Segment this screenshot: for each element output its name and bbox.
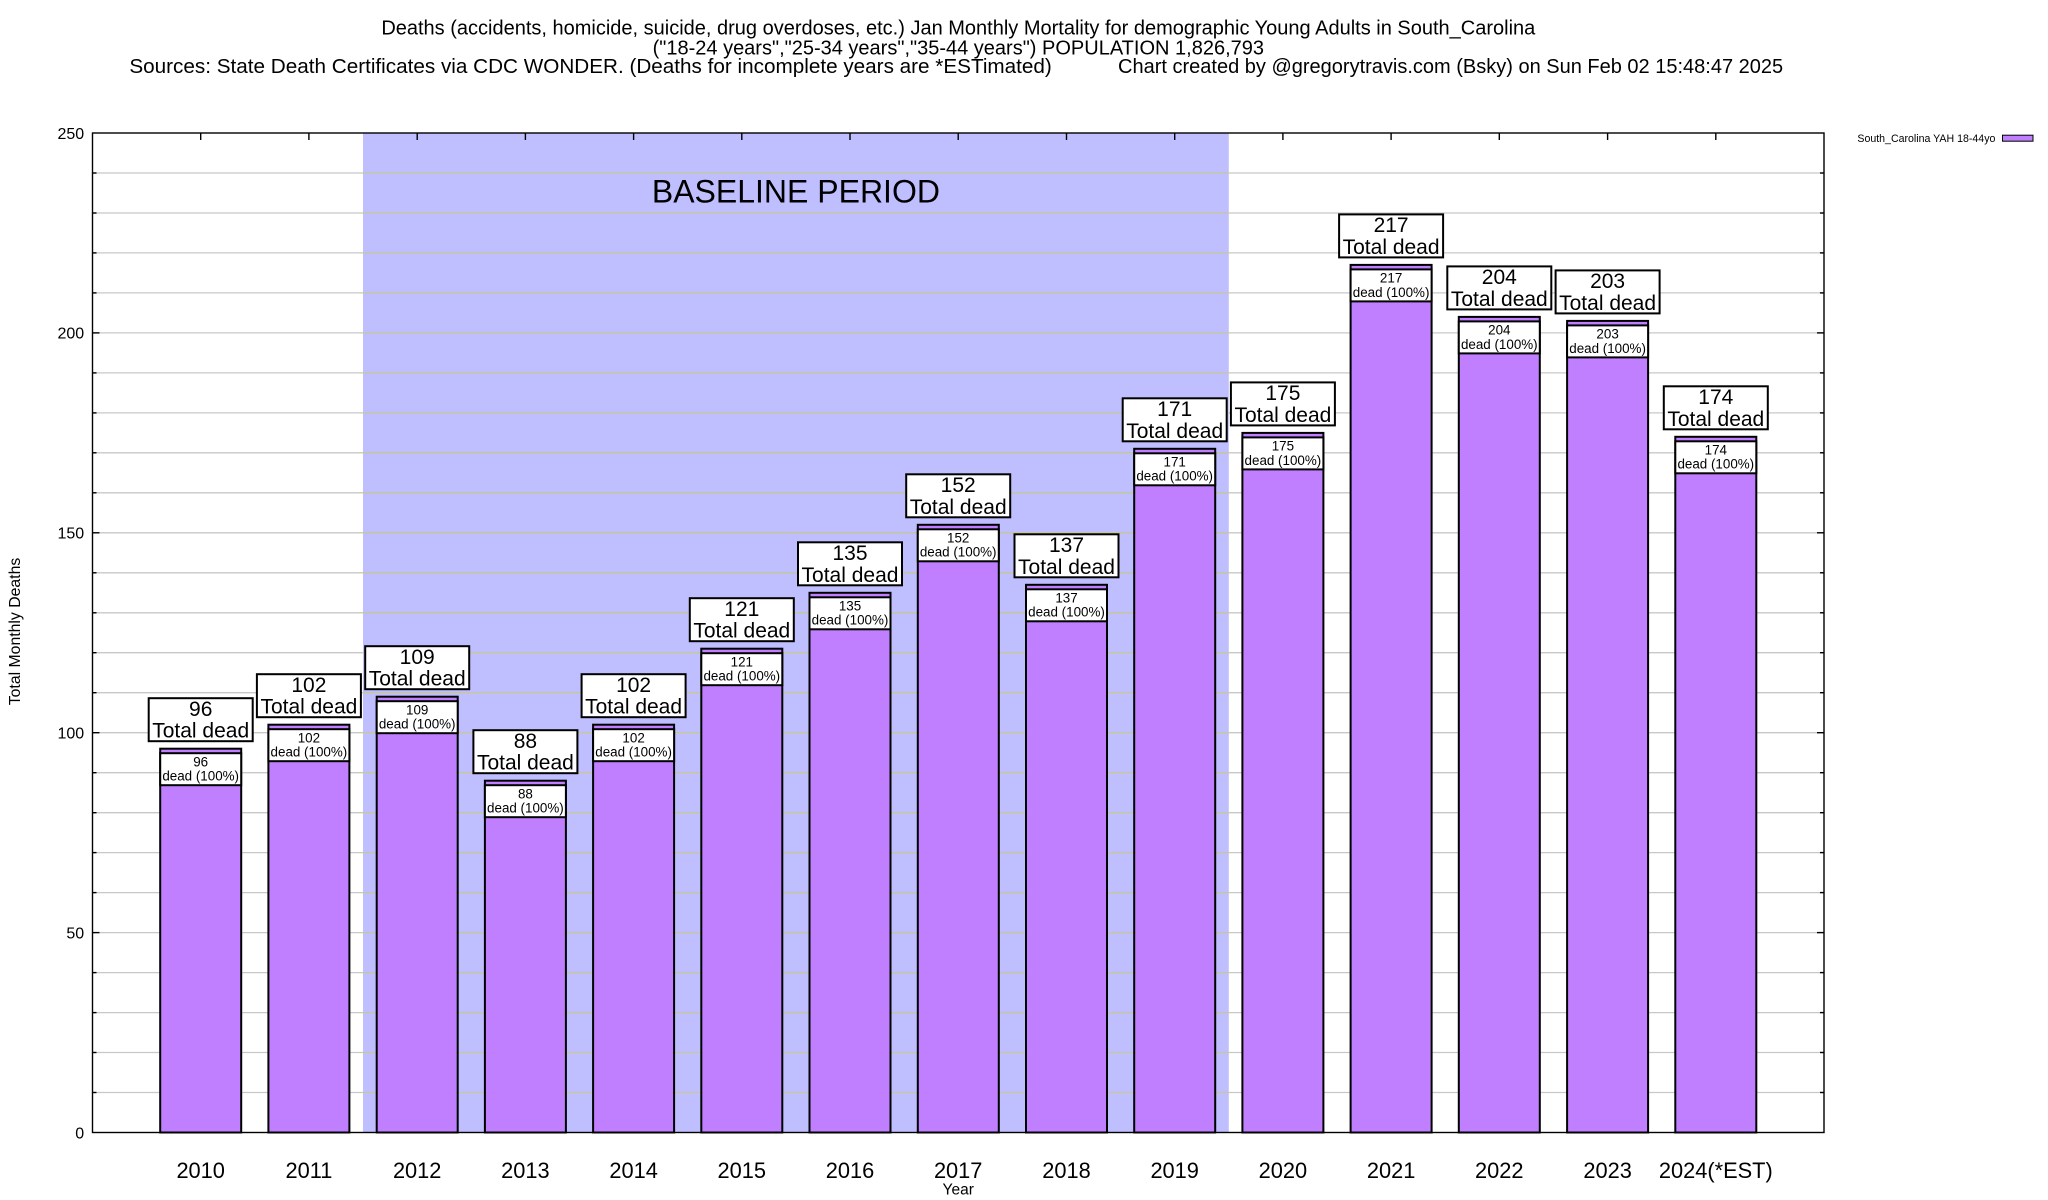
svg-text:("18-24 years","25-34 years",": ("18-24 years","25-34 years","35-44 year… [653,37,1264,59]
svg-text:150: 150 [57,526,84,543]
svg-text:2021: 2021 [1367,1158,1416,1183]
svg-text:203: 203 [1596,327,1618,342]
svg-text:102: 102 [291,674,326,697]
svg-text:2012: 2012 [393,1158,442,1183]
svg-text:Total dead: Total dead [1667,408,1764,431]
svg-text:dead (100%): dead (100%) [1677,457,1754,472]
svg-text:Total Monthly Deaths: Total Monthly Deaths [7,558,24,706]
svg-text:dead (100%): dead (100%) [271,745,348,760]
svg-text:Total dead: Total dead [693,620,790,643]
svg-text:88: 88 [514,730,537,753]
svg-text:2024(*EST): 2024(*EST) [1659,1158,1773,1183]
svg-text:Total dead: Total dead [585,696,682,719]
svg-text:203: 203 [1590,270,1625,293]
svg-text:dead (100%): dead (100%) [1461,337,1538,352]
svg-text:Chart created by @gregorytravi: Chart created by @gregorytravis.com (Bsk… [1118,56,1783,78]
svg-text:152: 152 [941,474,976,497]
svg-text:dead (100%): dead (100%) [1353,285,1430,300]
svg-text:0: 0 [75,1125,84,1142]
svg-text:2011: 2011 [285,1158,332,1183]
svg-text:137: 137 [1055,591,1077,606]
svg-text:109: 109 [400,646,435,669]
svg-text:Year: Year [943,1181,974,1198]
svg-text:2010: 2010 [176,1158,225,1183]
svg-text:217: 217 [1380,271,1402,286]
svg-text:2023: 2023 [1583,1158,1632,1183]
svg-text:102: 102 [298,731,320,746]
svg-text:dead (100%): dead (100%) [1028,605,1105,620]
svg-text:2016: 2016 [826,1158,875,1183]
svg-text:Sources: State Death Certifica: Sources: State Death Certificates via CD… [129,55,1051,78]
svg-text:175: 175 [1272,439,1294,454]
svg-text:dead (100%): dead (100%) [812,613,889,628]
svg-text:Total dead: Total dead [477,752,574,775]
svg-text:dead (100%): dead (100%) [1245,453,1322,468]
svg-text:Total dead: Total dead [1559,292,1656,315]
svg-text:137: 137 [1049,534,1084,557]
svg-text:2015: 2015 [718,1158,767,1183]
svg-text:South_Carolina YAH 18-44yo: South_Carolina YAH 18-44yo [1857,133,1995,145]
svg-text:121: 121 [724,598,759,621]
svg-text:Total dead: Total dead [260,696,357,719]
svg-text:204: 204 [1488,323,1511,338]
svg-text:88: 88 [518,787,533,802]
svg-text:96: 96 [189,698,212,721]
svg-text:Total dead: Total dead [1018,556,1115,579]
svg-text:152: 152 [947,531,969,546]
svg-text:dead (100%): dead (100%) [595,745,672,760]
svg-text:96: 96 [193,755,208,770]
svg-text:171: 171 [1157,398,1192,421]
svg-text:dead (100%): dead (100%) [162,769,239,784]
svg-text:Total dead: Total dead [1343,236,1440,259]
svg-text:Total dead: Total dead [369,668,466,691]
svg-text:204: 204 [1482,266,1517,289]
svg-text:2020: 2020 [1259,1158,1308,1183]
svg-text:Total dead: Total dead [1126,420,1223,443]
svg-text:102: 102 [622,731,644,746]
svg-text:Total dead: Total dead [152,720,249,743]
svg-text:dead (100%): dead (100%) [703,669,780,684]
svg-text:Total dead: Total dead [910,496,1007,519]
svg-text:Total dead: Total dead [1234,404,1331,427]
svg-text:2017: 2017 [934,1158,983,1183]
svg-text:174: 174 [1698,386,1733,409]
svg-text:174: 174 [1705,443,1728,458]
svg-text:217: 217 [1374,214,1409,237]
svg-text:100: 100 [57,726,84,743]
svg-text:171: 171 [1164,455,1186,470]
svg-text:200: 200 [57,326,84,343]
svg-text:135: 135 [839,599,861,614]
svg-text:dead (100%): dead (100%) [487,801,564,816]
svg-text:2014: 2014 [609,1158,658,1183]
svg-text:2022: 2022 [1475,1158,1524,1183]
svg-text:dead (100%): dead (100%) [1569,341,1646,356]
svg-text:Total dead: Total dead [1451,288,1548,311]
svg-text:dead (100%): dead (100%) [920,545,997,560]
svg-text:Total dead: Total dead [802,564,899,587]
svg-text:250: 250 [57,126,84,143]
svg-text:121: 121 [731,655,753,670]
svg-text:50: 50 [66,925,84,942]
svg-text:102: 102 [616,674,651,697]
svg-text:109: 109 [406,703,428,718]
svg-text:175: 175 [1265,382,1300,405]
svg-text:2019: 2019 [1150,1158,1199,1183]
svg-text:2018: 2018 [1042,1158,1091,1183]
svg-text:BASELINE PERIOD: BASELINE PERIOD [652,174,940,210]
svg-text:dead (100%): dead (100%) [379,717,456,732]
svg-text:Deaths (accidents, homicide, s: Deaths (accidents, homicide, suicide, dr… [381,17,1536,39]
svg-text:135: 135 [832,542,867,565]
svg-text:2013: 2013 [501,1158,550,1183]
svg-text:dead (100%): dead (100%) [1136,469,1213,484]
